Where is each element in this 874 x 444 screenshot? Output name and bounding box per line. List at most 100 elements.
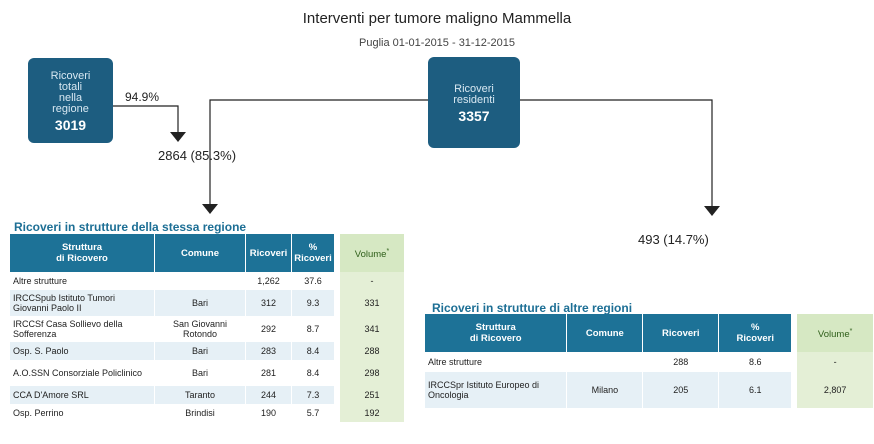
table-cell: Taranto bbox=[155, 386, 246, 404]
table-cell: 292 bbox=[246, 316, 292, 342]
header-text: % bbox=[751, 322, 760, 333]
table-cell: 244 bbox=[246, 386, 292, 404]
flow-label: 493 (14.7%) bbox=[638, 232, 709, 247]
table-cell: Osp. Perrino bbox=[10, 404, 155, 422]
box-value: 3019 bbox=[54, 116, 87, 133]
column-header: Struttura di Ricovero bbox=[10, 234, 155, 272]
connector bbox=[520, 99, 713, 206]
box-line: residenti bbox=[453, 93, 495, 106]
table-cell: 2,807 bbox=[792, 372, 874, 408]
table-cell bbox=[155, 272, 246, 290]
header-text: di Ricovero bbox=[56, 253, 108, 264]
header-text: di Ricovero bbox=[469, 333, 522, 344]
table-row: Osp. Perrino Brindisi 190 5.7 192 bbox=[10, 404, 405, 422]
box-line: regione bbox=[52, 102, 89, 115]
box-line: Ricoveri bbox=[454, 82, 494, 95]
table-cell: IRCCSf Casa Sollievo della Sofferenza bbox=[10, 316, 155, 342]
total-box: Ricoveri totali nella regione 3019 bbox=[28, 58, 113, 143]
table-title: Ricoveri in strutture della stessa regio… bbox=[14, 220, 247, 234]
column-header: Ricoveri bbox=[643, 314, 720, 352]
header-text: Ricoveri bbox=[662, 327, 700, 339]
table-row: IRCCSpub Istituto Tumori Giovanni Paolo … bbox=[10, 290, 405, 316]
table-row: A.O.SSN Consorziale Policlinico Bari 281 8.… bbox=[10, 360, 405, 386]
column-header: Comune bbox=[567, 314, 644, 352]
table-cell: 298 bbox=[335, 360, 405, 386]
header-text: Volume bbox=[354, 249, 387, 261]
table-cell: 8.4 bbox=[292, 342, 335, 360]
table-cell: 205 bbox=[643, 372, 720, 408]
table-row: Altre strutture 1,262 37.6- bbox=[10, 272, 405, 290]
header-note: * bbox=[386, 247, 390, 255]
table-cell: - bbox=[335, 272, 405, 290]
header-note: * bbox=[849, 327, 853, 335]
table-cell: 8.6 bbox=[719, 352, 793, 372]
table-cell: 5.7 bbox=[292, 404, 335, 422]
table-cell: 281 bbox=[246, 360, 292, 386]
table-cell: 6.1 bbox=[719, 372, 793, 408]
table-cell: Bari bbox=[155, 290, 246, 316]
column-header: Ricoveri bbox=[246, 234, 292, 272]
connector bbox=[209, 99, 428, 204]
table-cell: 312 bbox=[246, 290, 292, 316]
table-cell: CCA D'Amore SRL bbox=[10, 386, 155, 404]
table-row: Osp. S. Paolo Bari 283 8.4 288 bbox=[10, 342, 405, 360]
table-cell: 37.6 bbox=[292, 272, 335, 290]
arrow bbox=[202, 204, 218, 214]
box-value: 3357 bbox=[458, 107, 490, 124]
title: Interventi per tumore maligno Mammella bbox=[302, 10, 572, 27]
table-row: Altre strutture 288 8.6- bbox=[425, 352, 874, 372]
connector bbox=[113, 105, 179, 132]
column-header: % Ricoveri bbox=[292, 234, 335, 272]
table-cell: 192 bbox=[335, 404, 405, 422]
table-cell: 7.3 bbox=[292, 386, 335, 404]
table-cell: Brindisi bbox=[155, 404, 246, 422]
header-text: Struttura bbox=[61, 242, 103, 253]
table-cell: Altre strutture bbox=[10, 272, 155, 290]
resident-box: Ricoveri residenti 3357 bbox=[428, 57, 520, 148]
header-text: Ricoveri bbox=[294, 253, 332, 264]
subtitle: Puglia 01-01-2015 - 31-12-2015 bbox=[359, 37, 515, 49]
table-cell: 288 bbox=[643, 352, 720, 372]
table-row: IRCCSf Casa Sollievo della Sofferenza San… bbox=[10, 316, 405, 342]
header-text: Volume bbox=[817, 329, 850, 341]
table-cell: 283 bbox=[246, 342, 292, 360]
table-cell: 1,262 bbox=[246, 272, 292, 290]
table-row: IRCCSpr Istituto Europeo di Oncologia Mil… bbox=[425, 372, 874, 408]
table-cell: - bbox=[792, 352, 874, 372]
table-cell: Osp. S. Paolo bbox=[10, 342, 155, 360]
header-text: Struttura bbox=[475, 322, 516, 333]
table-cell bbox=[567, 352, 644, 372]
header-text: Comune bbox=[585, 327, 624, 339]
box-line: nella bbox=[58, 91, 83, 104]
table-cell: San Giovanni Rotondo bbox=[155, 316, 246, 342]
column-header: Struttura di Ricovero bbox=[425, 314, 568, 352]
header-text: % bbox=[308, 242, 318, 253]
table-cell: 9.3 bbox=[292, 290, 335, 316]
table-cell: 251 bbox=[335, 386, 405, 404]
table-cell: 190 bbox=[246, 404, 292, 422]
table-cell: Milano bbox=[567, 372, 644, 408]
table-cell: IRCCSpub Istituto Tumori Giovanni Paolo … bbox=[10, 290, 155, 316]
column-header: Volume* bbox=[792, 314, 874, 352]
box-line: totali bbox=[58, 80, 83, 93]
table-cell: 288 bbox=[335, 342, 405, 360]
flow-label: 2864 (85.3%) bbox=[158, 148, 237, 163]
arrow bbox=[170, 132, 186, 142]
table-cell: 331 bbox=[335, 290, 405, 316]
flow-label: 94.9% bbox=[125, 90, 160, 104]
data-table: Struttura di Ricovero Comune Ricoveri% Ricov… bbox=[425, 314, 874, 408]
table-cell: Bari bbox=[155, 360, 246, 386]
table-cell: 8.4 bbox=[292, 360, 335, 386]
table-title: Ricoveri in strutture di altre regioni bbox=[432, 301, 633, 315]
table-cell: IRCCSpr Istituto Europeo di Oncologia bbox=[425, 372, 568, 408]
data-table: Struttura di Ricovero Comune Ricoveri% Ricov… bbox=[10, 234, 405, 422]
table-cell: 8.7 bbox=[292, 316, 335, 342]
header-text: Comune bbox=[181, 247, 219, 259]
header-row: Struttura di Ricovero Comune Ricoveri% Ricov… bbox=[425, 314, 874, 352]
arrow bbox=[704, 206, 720, 216]
table-cell: A.O.SSN Consorziale Policlinico bbox=[10, 360, 155, 386]
table-row: CCA D'Amore SRL Taranto 244 7.3 251 bbox=[10, 386, 405, 404]
table-cell: Altre strutture bbox=[425, 352, 568, 372]
